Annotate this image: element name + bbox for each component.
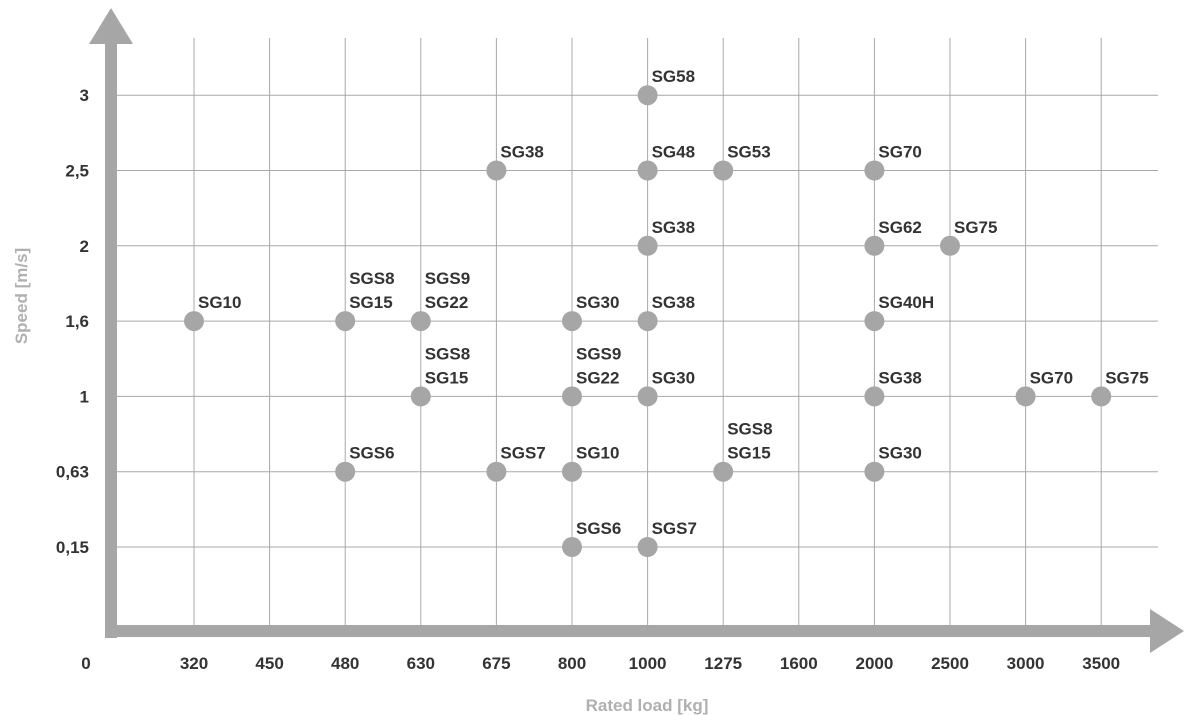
y-axis <box>105 38 117 638</box>
tick-labels: 0 320 450 480 630 675 800 1000 1275 1600 2000 2500… <box>56 86 1120 673</box>
y-tick-label: 0,15 <box>56 538 89 557</box>
data-point <box>335 311 356 332</box>
x-axis-arrow-icon <box>1150 609 1184 653</box>
y-tick-label: 1,6 <box>65 312 89 331</box>
data-point <box>713 160 734 181</box>
data-point <box>637 235 658 256</box>
data-point <box>864 235 885 256</box>
point-label: SG38 <box>652 218 695 237</box>
data-point <box>1091 386 1112 407</box>
x-tick-label: 450 <box>255 654 283 673</box>
point-label: SGS7 <box>652 519 697 538</box>
x-tick-label: 3000 <box>1007 654 1045 673</box>
x-axis-label: Rated load [kg] <box>586 696 709 715</box>
point-label: SG15 <box>727 444 770 463</box>
point-label: SG75 <box>1105 368 1148 387</box>
y-tick-label: 2 <box>80 237 89 256</box>
y-axis-label: Speed [m/s] <box>12 248 31 344</box>
data-point <box>1015 386 1036 407</box>
point-label: SG62 <box>878 218 921 237</box>
point-label: SG15 <box>425 368 468 387</box>
y-axis-arrow-icon <box>89 8 133 44</box>
data-point <box>864 160 885 181</box>
data-point <box>562 311 582 332</box>
x-tick-label: 3500 <box>1082 654 1120 673</box>
point-label: SG30 <box>576 293 619 312</box>
data-point <box>410 386 431 407</box>
data-point <box>713 461 734 482</box>
point-label: SGS7 <box>500 444 545 463</box>
data-point <box>486 160 507 181</box>
point-label: SGS9 <box>425 269 470 288</box>
point-label: SG10 <box>198 293 241 312</box>
axes <box>89 8 1184 653</box>
x-tick-label: 630 <box>407 654 435 673</box>
data-points: SG58 SG38 SG48 SG53 SG70 SG38 SG62 SG75 SG10 SGS8… <box>184 67 1149 557</box>
point-label: SG10 <box>576 444 619 463</box>
point-label: SGS8 <box>425 344 470 363</box>
x-tick-label: 320 <box>180 654 208 673</box>
y-tick-label: 3 <box>80 86 89 105</box>
point-label: SGS8 <box>727 420 772 439</box>
data-point <box>637 160 658 181</box>
data-point <box>864 461 885 482</box>
point-label: SG70 <box>878 143 921 162</box>
data-point <box>184 311 204 332</box>
point-label: SGS9 <box>576 344 621 363</box>
data-point <box>864 311 885 332</box>
point-label: SG30 <box>652 368 695 387</box>
data-point <box>864 386 885 407</box>
y-tick-label: 0,63 <box>56 463 89 482</box>
x-tick-label: 1600 <box>780 654 818 673</box>
point-label: SGS6 <box>576 519 621 538</box>
y-tick-label: 1 <box>80 387 89 406</box>
data-point <box>637 311 658 332</box>
point-label: SG22 <box>576 368 619 387</box>
y-tick-label: 2,5 <box>65 162 89 181</box>
data-point <box>940 235 960 256</box>
x-tick-label: 2500 <box>931 654 969 673</box>
point-label: SG38 <box>878 368 921 387</box>
grid <box>111 38 1158 631</box>
origin-label: 0 <box>81 654 90 673</box>
data-point <box>562 461 582 482</box>
data-point <box>637 537 658 557</box>
point-label: SG58 <box>652 67 695 86</box>
point-label: SG48 <box>652 143 695 162</box>
x-tick-label: 1275 <box>704 654 742 673</box>
data-point <box>637 85 658 106</box>
point-label: SG30 <box>878 444 921 463</box>
point-label: SG40H <box>878 293 934 312</box>
x-tick-label: 480 <box>331 654 359 673</box>
point-label: SG38 <box>500 143 543 162</box>
data-point <box>562 386 582 407</box>
point-label: SGS6 <box>349 444 394 463</box>
x-axis <box>105 625 1155 637</box>
data-point <box>335 461 356 482</box>
point-label: SG70 <box>1030 368 1073 387</box>
point-label: SG22 <box>425 293 468 312</box>
x-tick-label: 1000 <box>629 654 667 673</box>
x-tick-label: 675 <box>482 654 510 673</box>
x-tick-label: 800 <box>558 654 586 673</box>
point-label: SG53 <box>727 143 770 162</box>
data-point <box>410 311 431 332</box>
data-point <box>562 537 582 557</box>
point-label: SGS8 <box>349 269 394 288</box>
data-point <box>637 386 658 407</box>
point-label: SG38 <box>652 293 695 312</box>
point-label: SG75 <box>954 218 997 237</box>
x-tick-label: 2000 <box>855 654 893 673</box>
data-point <box>486 461 507 482</box>
point-label: SG15 <box>349 293 392 312</box>
